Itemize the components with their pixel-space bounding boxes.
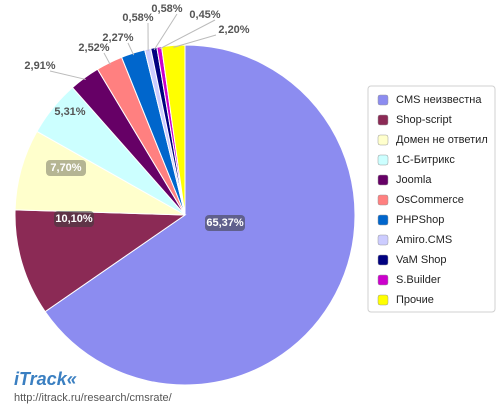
value-label: 2,20% bbox=[218, 24, 249, 36]
value-label: 5,31% bbox=[54, 106, 85, 118]
legend-label: 1С-Битрикс bbox=[396, 154, 455, 166]
legend-swatch bbox=[377, 214, 389, 226]
leader-line bbox=[127, 42, 135, 56]
legend-label: OsCommerce bbox=[396, 194, 464, 206]
value-label: 2,27% bbox=[102, 32, 133, 44]
value-label: 0,45% bbox=[189, 9, 220, 21]
leader-line bbox=[103, 52, 111, 65]
legend-swatch bbox=[377, 274, 389, 286]
pie-slice bbox=[161, 44, 186, 216]
legend-label: Amiro.CMS bbox=[396, 234, 452, 246]
value-label: 0,58% bbox=[122, 12, 153, 24]
legend-label: S.Builder bbox=[396, 274, 441, 286]
legend-swatch bbox=[377, 114, 389, 126]
source-url: http://itrack.ru/research/cmsrate/ bbox=[14, 392, 173, 404]
leader-line bbox=[49, 70, 86, 80]
leader-line bbox=[173, 34, 217, 48]
legend-box bbox=[367, 85, 496, 313]
legend-label: Домен не ответил bbox=[396, 134, 488, 146]
legend-swatch bbox=[377, 254, 389, 266]
legend-swatch bbox=[377, 234, 389, 246]
legend-label: Joomla bbox=[396, 174, 432, 186]
legend-swatch bbox=[377, 134, 389, 146]
pie-slice bbox=[44, 44, 356, 386]
value-label: 7,70% bbox=[50, 162, 81, 174]
label-bg bbox=[54, 211, 94, 227]
legend-label: VaM Shop bbox=[396, 254, 447, 266]
legend-swatch bbox=[377, 194, 389, 206]
value-label: 2,91% bbox=[24, 60, 55, 72]
legend-swatch bbox=[377, 154, 389, 166]
label-bg bbox=[46, 160, 86, 176]
pie-slice bbox=[14, 209, 187, 313]
legend-label: CMS неизвестна bbox=[396, 94, 482, 106]
legend-swatch bbox=[377, 174, 389, 186]
legend-label: Прочие bbox=[396, 294, 434, 306]
leader-line bbox=[159, 19, 216, 50]
value-label: 2,52% bbox=[78, 42, 109, 54]
source-logo: iTrack« bbox=[14, 369, 77, 389]
leader-line bbox=[153, 13, 178, 51]
legend-swatch bbox=[377, 294, 389, 306]
value-label: 0,58% bbox=[151, 3, 182, 15]
label-bg bbox=[205, 215, 245, 231]
value-label: 10,10% bbox=[55, 213, 93, 225]
value-label: 65,37% bbox=[206, 217, 244, 229]
legend-label: Shop-script bbox=[396, 114, 452, 126]
legend-label: PHPShop bbox=[396, 214, 444, 226]
legend-swatch bbox=[377, 94, 389, 106]
